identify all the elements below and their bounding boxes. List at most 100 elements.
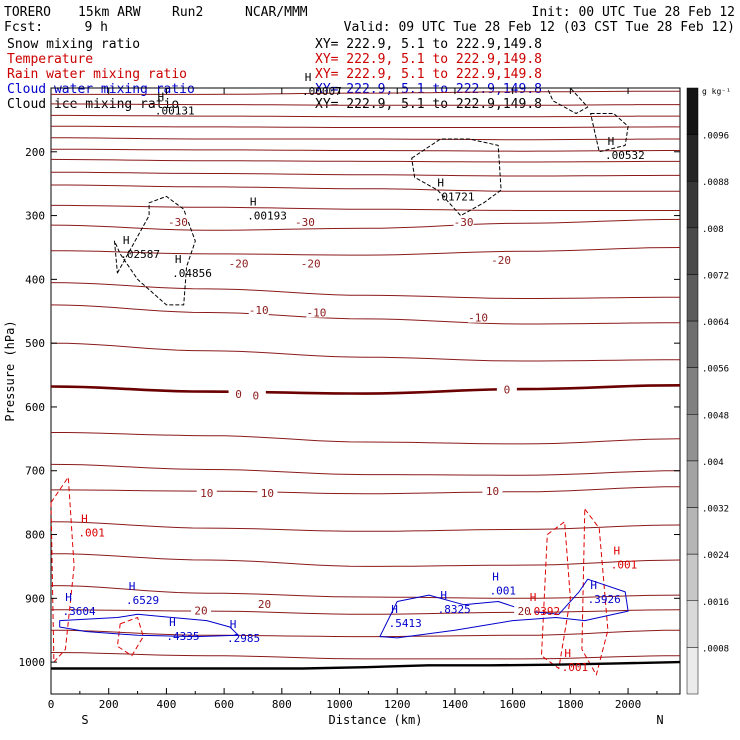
isotherm-label-bg (482, 485, 503, 497)
south-label: S (81, 713, 88, 727)
colorbar-label: .0008 (702, 644, 729, 654)
maximum-value: .001 (611, 559, 638, 572)
colorbar-label: .004 (702, 458, 724, 468)
colorbar-bin (686, 414, 699, 462)
maximum-marker: H (250, 196, 257, 209)
field-name: Rain water mixing ratio (7, 67, 187, 82)
x-tick-label: 1400 (442, 698, 469, 711)
maximum-marker: H (391, 603, 398, 616)
isotherm-line (50, 652, 681, 660)
y-tick-label: 200 (25, 146, 45, 159)
x-tick-label: 1000 (326, 698, 353, 711)
ground-surface (51, 660, 681, 670)
isotherm-label: -20 (301, 257, 321, 270)
rain-contour (50, 476, 75, 663)
isotherm-label: -20 (491, 254, 511, 267)
colorbar-bin (686, 274, 699, 322)
isotherm-line (50, 384, 681, 395)
maximum-marker: H (608, 135, 615, 148)
valid-time: Valid: 09 UTC Tue 28 Feb 12 (03 CST Tue … (344, 20, 735, 35)
maximum-marker: H (169, 616, 176, 629)
colorbar-label: .0096 (702, 132, 729, 142)
isotherm-label: 10 (200, 487, 213, 500)
ice-cloud-contour (114, 195, 196, 306)
isotherm-label-bg (228, 388, 249, 400)
isotherm-line (51, 247, 681, 256)
isotherm-line (50, 585, 681, 599)
x-tick-label: 1600 (499, 698, 526, 711)
isotherm-label: -30 (454, 216, 474, 229)
maximum-value: .001 (490, 585, 517, 598)
colorbar-label: .0056 (702, 365, 729, 375)
colorbar-bin (686, 367, 699, 415)
isotherm-label-bg (245, 389, 266, 401)
maximum-marker: H (564, 647, 571, 660)
maximum-value: .5413 (389, 617, 422, 630)
x-tick-label: 1800 (557, 698, 584, 711)
y-axis-label: Pressure (hPa) (3, 320, 17, 421)
maximum-marker: H (81, 513, 88, 526)
y-tick-label: 300 (25, 210, 45, 223)
isotherm-line (50, 463, 681, 476)
maximum-value: .00193 (247, 210, 287, 223)
ice-cloud-contour (411, 138, 502, 217)
isotherm-line (50, 103, 680, 106)
colorbar-label: .008 (702, 225, 724, 235)
isotherm-label-bg (254, 598, 275, 610)
colorbar-bin (686, 180, 699, 229)
isotherm-line (50, 282, 681, 299)
maximum-marker: H (158, 90, 165, 103)
maximum-value: .001 (562, 661, 589, 674)
maximum-marker: H (65, 591, 72, 604)
isotherm-label-bg (300, 257, 321, 269)
axes: 0 200 400 600 800 1000 1200 1400 1600 1800 2000200… (3, 88, 680, 727)
grid-spacing: 15km ARW (78, 5, 141, 20)
y-tick-label: 1000 (19, 656, 46, 669)
colorbar-label: .0016 (702, 598, 729, 608)
maximum-marker: H (437, 176, 444, 189)
field-name: Snow mixing ratio (7, 37, 140, 52)
colorbar-bin (686, 553, 699, 602)
maximum-marker: H (305, 71, 312, 84)
colorbar-label: .0024 (702, 551, 729, 561)
x-axis-label: Distance (km) (329, 713, 423, 727)
isotherm-line (51, 125, 680, 128)
isotherm-line (50, 521, 681, 532)
isotherm-line (51, 90, 680, 95)
north-label: N (656, 713, 663, 727)
ice-cloud-contour (546, 87, 589, 114)
run-name: Run2 (172, 5, 203, 20)
x-tick-label: 800 (272, 698, 292, 711)
isotherm-label: 20 (194, 604, 207, 617)
isotherm-label: -10 (249, 304, 269, 317)
ground-line (51, 660, 681, 670)
y-tick-label: 400 (25, 273, 45, 286)
x-tick-label: 200 (99, 698, 119, 711)
x-tick-label: 1200 (384, 698, 411, 711)
maximum-value: .00007 (302, 85, 342, 98)
y-tick-label: 600 (25, 401, 45, 414)
x-tick-label: 2000 (615, 698, 642, 711)
maximum-value: .2985 (227, 632, 260, 645)
maximum-marker: H (492, 571, 499, 584)
rain-contour (541, 521, 571, 669)
isotherm-label-bg (468, 311, 489, 323)
isotherm-line (51, 204, 680, 211)
init-time: Init: 00 UTC Tue 28 Feb 12 (532, 5, 736, 20)
isotherm-label: -10 (468, 312, 488, 325)
forecast-label: Fcst: (4, 20, 43, 35)
colorbar: .0096 .0088 .008 .0072 .0064 .0056 .0048 .004 .0… (686, 87, 731, 695)
maximum-marker: H (123, 234, 130, 247)
maximum-marker: H (530, 591, 537, 604)
maximum-value: .00131 (155, 104, 195, 117)
ice-cloud-contour (590, 113, 629, 153)
isotherm-label-bg (453, 215, 474, 227)
organization: NCAR/MMM (245, 5, 308, 20)
field-xy: XY= 222.9, 5.1 to 222.9,149.8 (315, 52, 542, 67)
isotherm-label-bg (306, 306, 327, 318)
cloud-water-contours (59, 578, 629, 639)
maximum-marker: H (175, 253, 182, 266)
y-tick-label: 900 (25, 592, 45, 605)
x-tick-label: 400 (156, 698, 176, 711)
